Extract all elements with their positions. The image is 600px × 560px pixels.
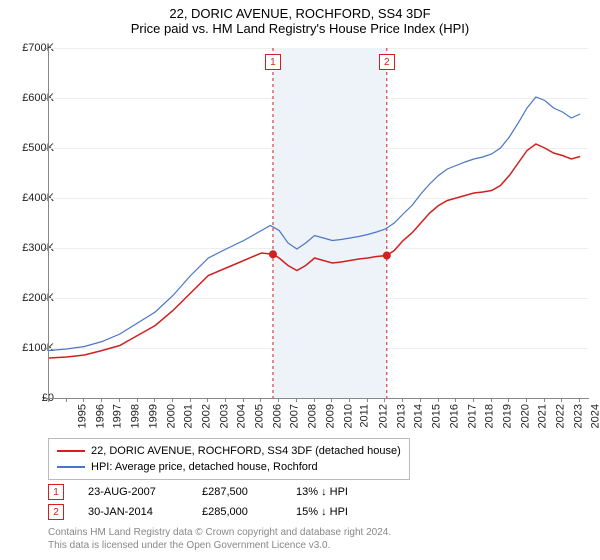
footer-line: This data is licensed under the Open Gov… (48, 539, 391, 552)
xtick-label: 2005 (254, 404, 266, 428)
footer-attribution: Contains HM Land Registry data © Crown c… (48, 526, 391, 552)
footer-line: Contains HM Land Registry data © Crown c… (48, 526, 391, 539)
sale-price: £285,000 (202, 506, 272, 518)
xtick-label: 2009 (324, 404, 336, 428)
chart-title: 22, DORIC AVENUE, ROCHFORD, SS4 3DF (0, 0, 600, 21)
xtick-label: 1997 (112, 404, 124, 428)
sale-delta: 15% ↓ HPI (296, 506, 348, 518)
sale-row: 1 23-AUG-2007 £287,500 13% ↓ HPI (48, 482, 348, 502)
xtick-label: 2007 (289, 404, 301, 428)
legend-item: 22, DORIC AVENUE, ROCHFORD, SS4 3DF (det… (57, 443, 401, 459)
sale-marker-icon: 1 (265, 54, 281, 70)
xtick-label: 2018 (484, 404, 496, 428)
xtick-label: 2021 (537, 404, 549, 428)
xtick-label: 2004 (236, 404, 248, 428)
xtick-label: 2015 (431, 404, 443, 428)
sale-marker-icon: 2 (48, 504, 64, 520)
xtick-label: 1995 (76, 404, 88, 428)
xtick-label: 2014 (413, 404, 425, 428)
xtick-label: 2019 (501, 404, 513, 428)
xtick-label: 2024 (590, 404, 600, 428)
xtick-label: 2013 (395, 404, 407, 428)
chart-container: 22, DORIC AVENUE, ROCHFORD, SS4 3DF Pric… (0, 0, 600, 560)
legend-item: HPI: Average price, detached house, Roch… (57, 459, 401, 475)
legend-swatch (57, 450, 85, 452)
xtick-label: 1996 (94, 404, 106, 428)
shade-band (273, 48, 387, 398)
plot-svg (49, 48, 589, 398)
xtick-label: 2023 (572, 404, 584, 428)
sale-delta: 13% ↓ HPI (296, 486, 348, 498)
xtick-label: 2002 (200, 404, 212, 428)
xtick-label: 2010 (342, 404, 354, 428)
sale-price: £287,500 (202, 486, 272, 498)
sale-dot (269, 250, 277, 258)
sale-date: 30-JAN-2014 (88, 506, 178, 518)
plot-area: 12 (48, 48, 589, 399)
sale-marker-icon: 1 (48, 484, 64, 500)
sale-date: 23-AUG-2007 (88, 486, 178, 498)
legend-swatch (57, 466, 85, 468)
xtick-label: 2012 (377, 404, 389, 428)
xtick-label: 2006 (271, 404, 283, 428)
legend-label: 22, DORIC AVENUE, ROCHFORD, SS4 3DF (det… (91, 445, 401, 457)
xtick-label: 2000 (165, 404, 177, 428)
chart-subtitle: Price paid vs. HM Land Registry's House … (0, 21, 600, 40)
xtick-label: 2020 (519, 404, 531, 428)
xtick-label: 1998 (130, 404, 142, 428)
xtick-label: 2003 (218, 404, 230, 428)
sale-row: 2 30-JAN-2014 £285,000 15% ↓ HPI (48, 502, 348, 522)
xtick-label: 2011 (359, 404, 371, 428)
legend-label: HPI: Average price, detached house, Roch… (91, 461, 318, 473)
sales-table: 1 23-AUG-2007 £287,500 13% ↓ HPI 2 30-JA… (48, 482, 348, 522)
xtick-label: 2017 (466, 404, 478, 428)
xtick-label: 2022 (555, 404, 567, 428)
xtick-label: 2008 (307, 404, 319, 428)
xtick-label: 2016 (448, 404, 460, 428)
sale-marker-icon: 2 (379, 54, 395, 70)
xtick-label: 2001 (183, 404, 195, 428)
legend: 22, DORIC AVENUE, ROCHFORD, SS4 3DF (det… (48, 438, 410, 480)
xtick-label: 1999 (147, 404, 159, 428)
sale-dot (383, 252, 391, 260)
